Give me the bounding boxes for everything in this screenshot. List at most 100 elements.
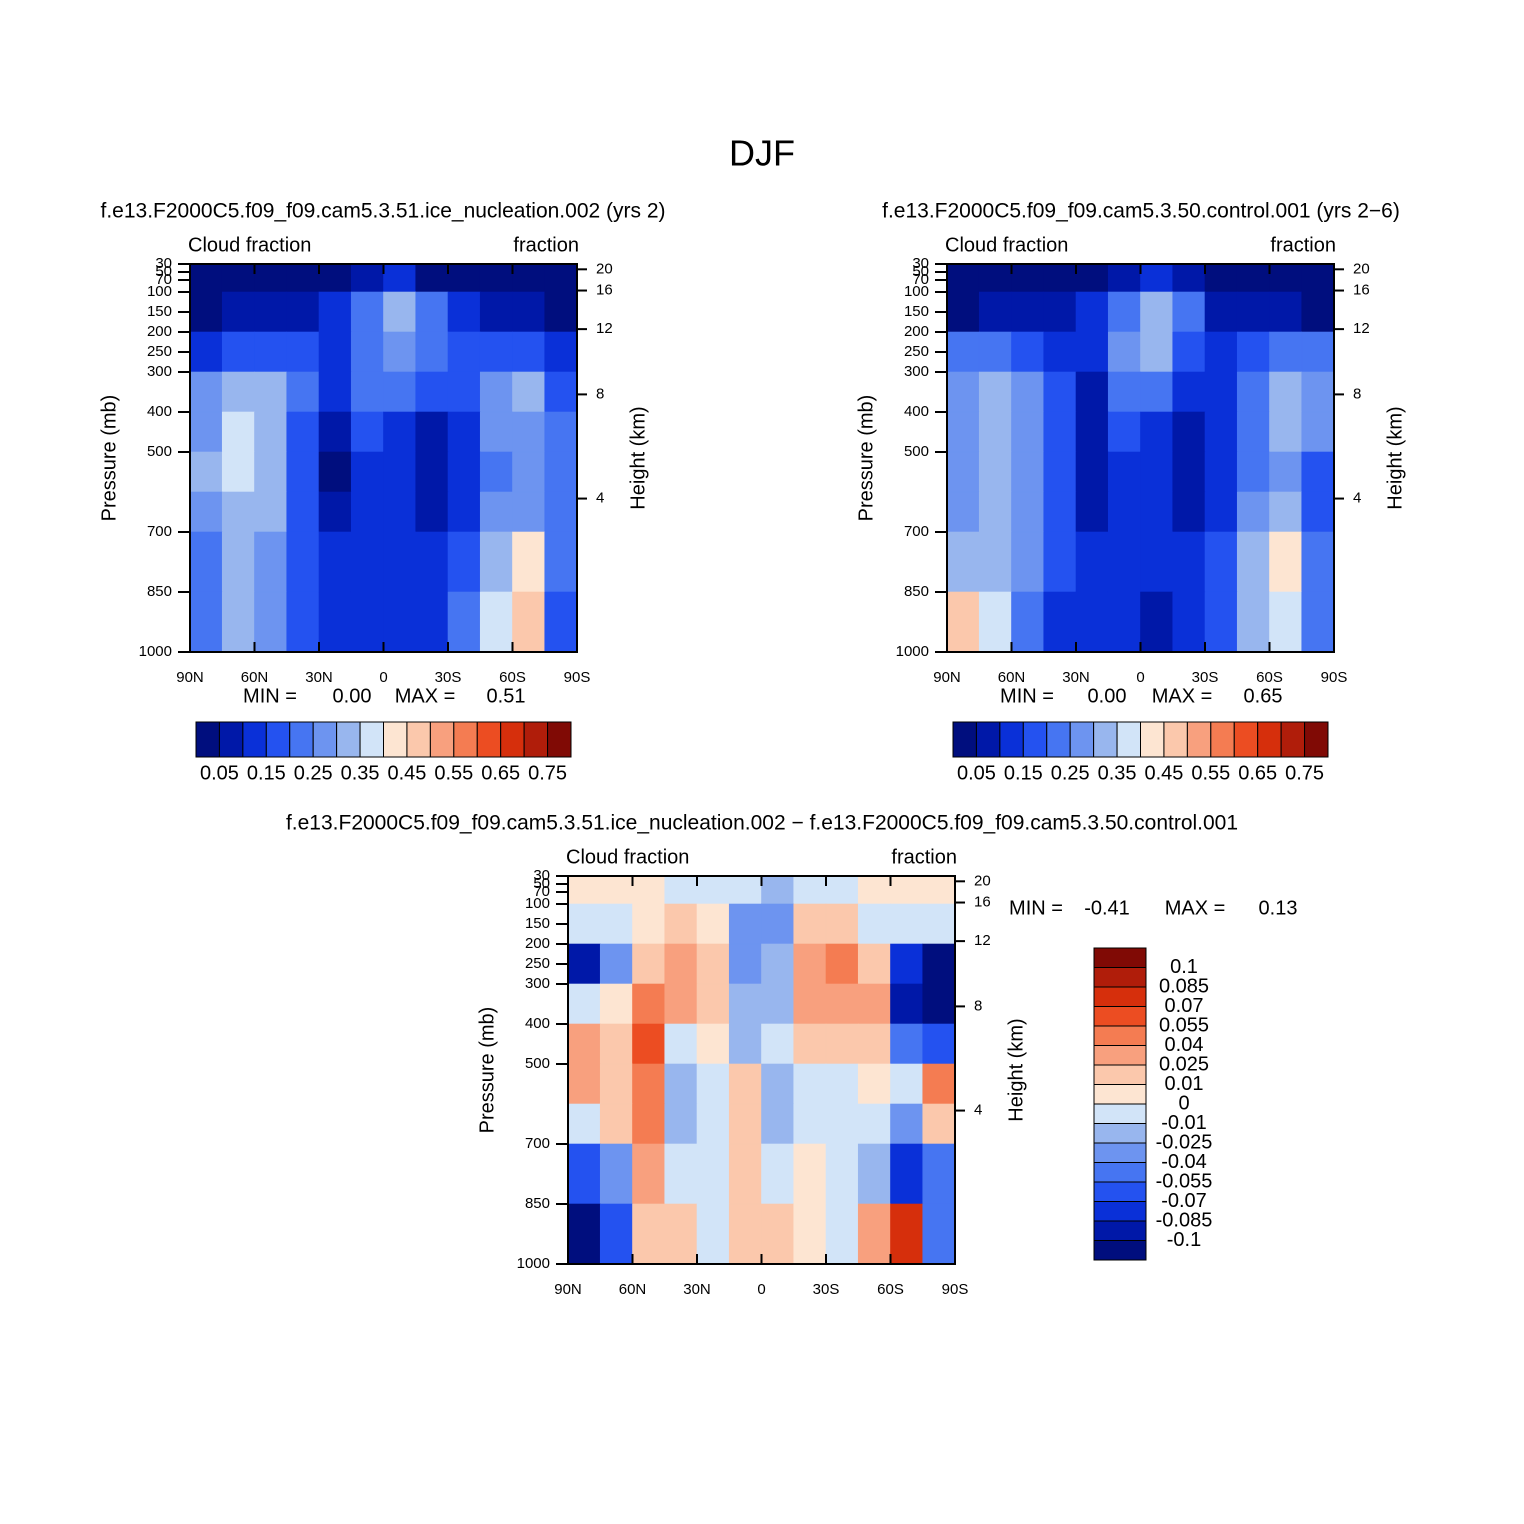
contour-cell — [415, 371, 449, 413]
colorbar-box — [1116, 721, 1141, 758]
contour-cell — [890, 983, 924, 1025]
y-tick-label: 400 — [525, 1015, 550, 1032]
contour-cell — [512, 371, 546, 413]
contour-cell — [1107, 591, 1141, 653]
contour-cell — [857, 943, 891, 985]
contour-cell — [632, 1103, 666, 1145]
contour-cell — [1075, 591, 1109, 653]
contour-cell — [1140, 591, 1174, 653]
contour-cell — [189, 591, 223, 653]
contour-cell — [1269, 451, 1303, 493]
y-tick-label: 300 — [904, 363, 929, 380]
contour-cell — [479, 291, 513, 333]
contour-cell — [922, 1103, 956, 1145]
x-tick-label: 90N — [933, 669, 961, 686]
colorbar-box — [1093, 1123, 1147, 1144]
contour-cell — [761, 1203, 795, 1265]
contour-cell — [383, 451, 417, 493]
contour-cell — [567, 1103, 601, 1145]
contour-cell — [1011, 331, 1045, 373]
contour-cell — [793, 875, 827, 905]
colorbar-box — [1093, 1006, 1147, 1027]
contour-cell — [857, 1023, 891, 1065]
contour-cell — [1204, 291, 1238, 333]
contour-cell — [793, 1143, 827, 1205]
contour-cell — [1107, 263, 1141, 293]
contour-cell — [728, 1063, 762, 1105]
contour-cell — [664, 983, 698, 1025]
colorbar-box — [1304, 721, 1329, 758]
contour-cell — [978, 451, 1012, 493]
y-tick-label: 1000 — [139, 643, 172, 660]
contour-cell — [1011, 411, 1045, 453]
contour-cell — [761, 1143, 795, 1205]
contour-cell — [1204, 591, 1238, 653]
contour-cell — [1011, 451, 1045, 493]
contour-cell — [1172, 491, 1206, 533]
contour-cell — [696, 875, 730, 905]
stats-max-text: MAX = — [1152, 685, 1213, 707]
colorbar-box — [1093, 967, 1147, 988]
y-tick-label: 250 — [904, 343, 929, 360]
contour-cell — [890, 903, 924, 945]
contour-cell — [286, 411, 320, 453]
contour-cell — [696, 983, 730, 1025]
y-tick-label: 30 — [155, 255, 172, 272]
contour-cell — [318, 591, 352, 653]
y-tick-label: 70 — [533, 883, 550, 900]
colorbar-box — [312, 721, 338, 758]
contour-cell — [189, 531, 223, 593]
contour-cell — [1236, 291, 1270, 333]
contour-cell — [1269, 531, 1303, 593]
colorbar-label: 0.01 — [1165, 1073, 1204, 1095]
contour-cell — [447, 263, 481, 293]
y-tick-label: 250 — [147, 343, 172, 360]
contour-cell — [350, 411, 384, 453]
colorbar-box — [242, 721, 267, 758]
stats-max-text: MAX = — [395, 685, 456, 707]
contour-cell — [1236, 331, 1270, 373]
y2-tick-label: 4 — [1353, 490, 1361, 507]
contour-cell — [696, 1023, 730, 1065]
y-tick-label: 200 — [147, 323, 172, 340]
colorbar-box — [1210, 721, 1235, 758]
colorbar-box — [1093, 947, 1147, 968]
contour-cell — [415, 491, 449, 533]
colorbar-box — [1093, 1103, 1147, 1124]
colorbar-box — [1186, 721, 1212, 758]
colorbar-label: 0 — [1178, 1092, 1189, 1114]
contour-cell — [567, 1023, 601, 1065]
contour-cell — [1043, 371, 1077, 413]
contour-cell — [189, 331, 223, 373]
x-tick-label: 0 — [379, 669, 387, 686]
contour-cell — [1075, 411, 1109, 453]
colorbar-label: 0.15 — [1004, 762, 1043, 784]
contour-cell — [599, 1203, 633, 1265]
contour-cell — [383, 491, 417, 533]
contour-cell — [189, 491, 223, 533]
contour-cell — [1075, 491, 1109, 533]
contour-cell — [286, 451, 320, 493]
contour-cell — [664, 1023, 698, 1065]
x-tick-label: 30N — [305, 669, 333, 686]
contour-cell — [383, 291, 417, 333]
stats-min-text: MIN = — [243, 685, 297, 707]
contour-cell — [664, 1203, 698, 1265]
contour-cell — [1043, 591, 1077, 653]
contour-cell — [825, 1023, 859, 1065]
contour-cell — [1172, 591, 1206, 653]
y-tick-label: 30 — [533, 867, 550, 884]
colorbar-label: 0.025 — [1159, 1053, 1209, 1075]
y2-tick-label: 12 — [974, 932, 991, 949]
contour-cell — [1140, 331, 1174, 373]
contour-cell — [254, 591, 288, 653]
contour-cell — [978, 411, 1012, 453]
y2-tick-label: 16 — [596, 281, 613, 298]
contour-cell — [946, 531, 980, 593]
y-axis-label: Pressure (mb) — [855, 395, 877, 522]
contour-cell — [189, 451, 223, 493]
colorbar-label: 0.75 — [528, 762, 567, 784]
contour-cell — [696, 903, 730, 945]
contour-cell — [350, 263, 384, 293]
